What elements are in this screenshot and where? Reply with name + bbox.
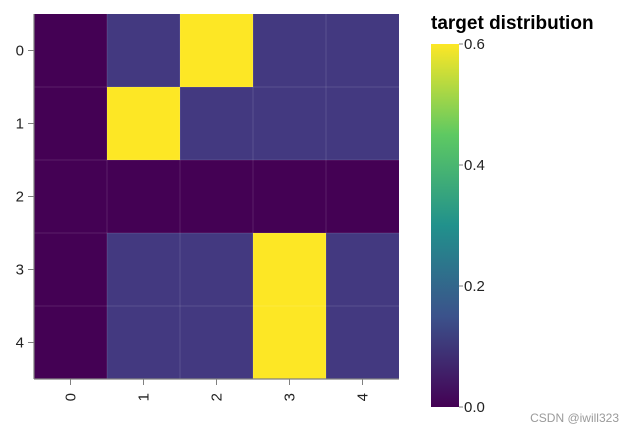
heatmap-cell [180, 233, 253, 306]
heatmap-cells [34, 14, 399, 379]
heatmap-cell [253, 306, 326, 379]
colorbar-title: target distribution [431, 13, 594, 34]
heatmap-cell [107, 14, 180, 87]
heatmap-cell [253, 14, 326, 87]
heatmap-cell [180, 87, 253, 160]
heatmap-cell [180, 160, 253, 233]
heatmap-cell [180, 14, 253, 87]
colorbar: target distribution 0.0 0.2 0.4 0.6 [431, 13, 594, 416]
x-tick-label: 3 [282, 393, 299, 401]
heatmap-cell [326, 233, 399, 306]
heatmap-cell [326, 306, 399, 379]
y-tick-label: 0 [16, 43, 24, 60]
heatmap-cell [107, 306, 180, 379]
heatmap-cell [107, 87, 180, 160]
heatmap-cell [107, 160, 180, 233]
colorbar-tick-label: 0.6 [464, 36, 485, 53]
x-tick-label: 1 [136, 393, 153, 401]
x-tick-label: 2 [209, 393, 226, 401]
heatmap-cell [34, 160, 107, 233]
heatmap-cell-borders [34, 14, 399, 379]
colorbar-gradient [431, 44, 459, 407]
heatmap-cell [253, 87, 326, 160]
colorbar-tick-label: 0.2 [464, 278, 485, 295]
heatmap-cell [180, 306, 253, 379]
heatmap-cell [253, 233, 326, 306]
heatmap-axes: 0 1 2 3 4 0 1 2 3 4 [16, 14, 399, 401]
x-tick-label: 4 [355, 393, 372, 401]
heatmap-cell [34, 87, 107, 160]
watermark-text: CSDN @iwill323 [530, 411, 619, 425]
y-tick-label: 4 [16, 335, 24, 352]
heatmap-cell [34, 306, 107, 379]
heatmap-cell [326, 14, 399, 87]
colorbar-tick-label: 0.4 [464, 157, 485, 174]
x-tick-label: 0 [63, 393, 80, 401]
y-tick-label: 3 [16, 262, 24, 279]
y-tick-label: 1 [16, 116, 24, 133]
y-tick-label: 2 [16, 189, 24, 206]
heatmap-cell [326, 87, 399, 160]
heatmap-cell [253, 160, 326, 233]
heatmap-cell [326, 160, 399, 233]
heatmap-cell [107, 233, 180, 306]
colorbar-tick-label: 0.0 [464, 399, 485, 416]
heatmap-cell [34, 14, 107, 87]
heatmap-cell [34, 233, 107, 306]
